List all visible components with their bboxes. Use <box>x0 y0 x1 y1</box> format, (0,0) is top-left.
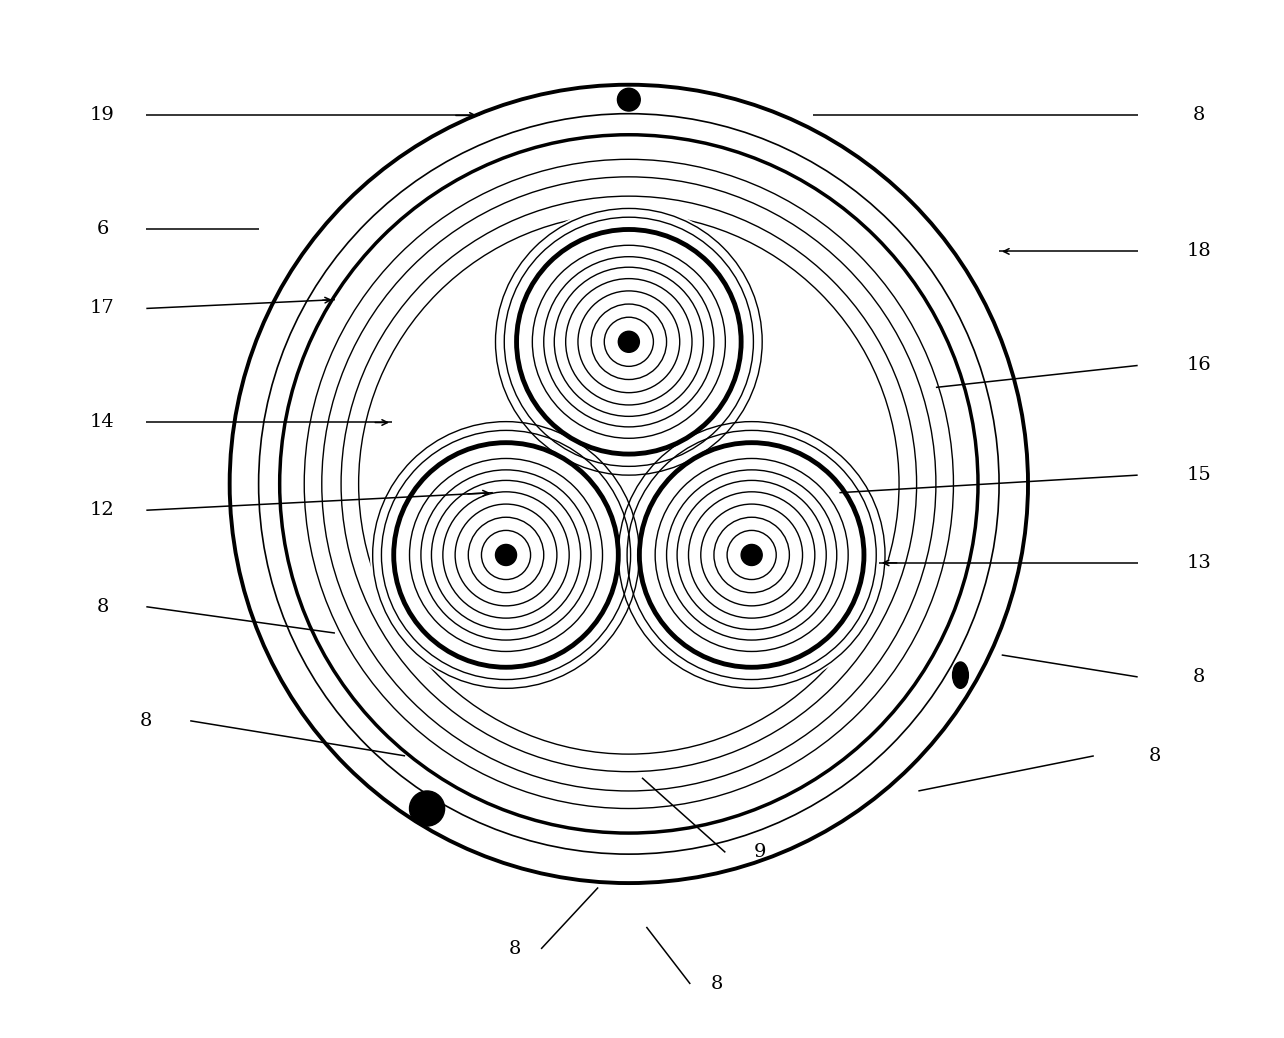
Circle shape <box>619 331 639 352</box>
Text: 6: 6 <box>96 220 109 239</box>
Text: 8: 8 <box>1193 107 1206 125</box>
Circle shape <box>618 88 641 111</box>
Text: 16: 16 <box>1186 356 1212 375</box>
Text: 8: 8 <box>140 712 153 730</box>
Circle shape <box>727 530 777 579</box>
Text: 19: 19 <box>90 107 114 125</box>
Circle shape <box>496 545 516 566</box>
Circle shape <box>493 206 765 477</box>
Text: 13: 13 <box>1186 554 1212 572</box>
Circle shape <box>229 84 1028 884</box>
Circle shape <box>741 545 763 566</box>
Text: 12: 12 <box>90 501 114 519</box>
Text: 17: 17 <box>90 299 114 318</box>
Text: 8: 8 <box>508 939 521 958</box>
Text: 8: 8 <box>710 975 723 993</box>
Ellipse shape <box>953 662 968 688</box>
Text: 15: 15 <box>1186 466 1212 484</box>
Text: 9: 9 <box>754 844 767 862</box>
Circle shape <box>370 419 642 691</box>
Circle shape <box>605 318 654 366</box>
Circle shape <box>482 530 530 579</box>
Text: 18: 18 <box>1186 243 1212 261</box>
Text: 8: 8 <box>96 598 109 616</box>
Circle shape <box>616 419 887 691</box>
Circle shape <box>410 791 444 826</box>
Text: 8: 8 <box>1193 667 1206 686</box>
Text: 14: 14 <box>90 413 114 432</box>
Text: 8: 8 <box>1149 747 1162 765</box>
